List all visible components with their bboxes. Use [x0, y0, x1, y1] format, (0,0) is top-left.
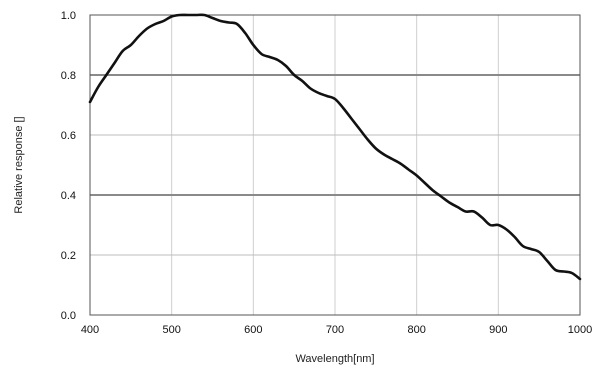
- x-tick-label: 800: [407, 324, 425, 336]
- x-tick-label: 900: [489, 324, 507, 336]
- x-tick-label: 700: [326, 324, 344, 336]
- plot-frame: [89, 14, 581, 316]
- x-tick-label: 1000: [568, 324, 592, 336]
- y-axis-label: Relative response []: [13, 116, 25, 213]
- y-tick-label: 0.6: [61, 130, 76, 142]
- y-tick-label: 0.0: [61, 310, 76, 322]
- x-axis-label: Wavelength[nm]: [295, 353, 374, 365]
- x-tick-label: 600: [244, 324, 262, 336]
- y-tick-label: 1.0: [61, 10, 76, 22]
- grid: [90, 15, 580, 315]
- tick-labels: 400 500 600 700 800 900 1000 0.0 0.2 0.4 0.6 0.8 1.0: [61, 10, 593, 336]
- x-tick-label: 400: [81, 324, 99, 336]
- y-tick-label: 0.8: [61, 70, 76, 82]
- x-tick-label: 500: [162, 324, 180, 336]
- response-curve: [88, 13, 582, 281]
- y-tick-label: 0.2: [61, 250, 76, 262]
- y-tick-label: 0.4: [61, 190, 76, 202]
